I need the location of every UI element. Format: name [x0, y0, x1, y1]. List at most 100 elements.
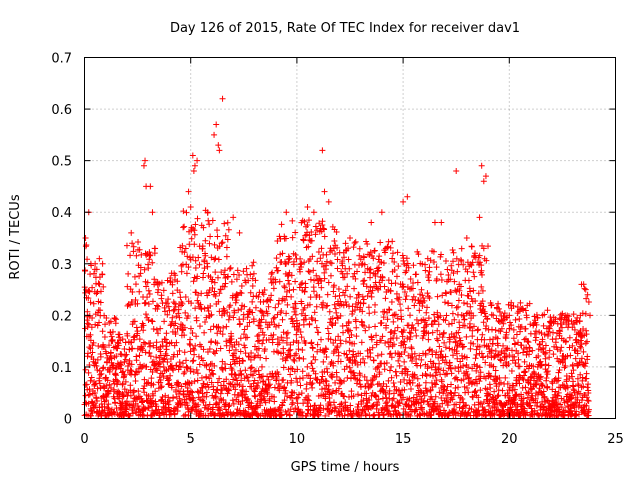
data-point [146, 350, 153, 357]
data-point [517, 299, 524, 306]
data-point [504, 390, 511, 397]
data-point [350, 393, 357, 400]
data-point [423, 321, 430, 328]
data-point [334, 244, 341, 251]
data-point [515, 350, 522, 357]
data-point [187, 366, 194, 373]
data-point [331, 301, 338, 308]
data-point [554, 355, 561, 362]
data-point [131, 404, 138, 411]
data-point [352, 318, 359, 325]
data-point [570, 311, 577, 318]
data-point [439, 400, 446, 407]
data-point [368, 293, 375, 300]
data-point [154, 367, 161, 374]
data-point [421, 392, 428, 399]
data-point [533, 311, 540, 318]
data-point [133, 357, 140, 364]
data-point [365, 384, 372, 391]
data-point [527, 402, 534, 409]
data-point [375, 286, 382, 293]
data-point [150, 381, 157, 388]
data-point [238, 283, 245, 290]
data-point [402, 296, 409, 303]
data-point [181, 249, 188, 256]
data-point [413, 271, 420, 278]
data-point [183, 209, 190, 216]
data-point [205, 289, 212, 296]
data-point [233, 276, 240, 283]
data-point [436, 403, 443, 410]
data-point [382, 340, 389, 347]
data-point [530, 363, 537, 370]
data-point [434, 293, 441, 300]
data-point [205, 384, 212, 391]
data-point [116, 361, 123, 368]
data-point [283, 288, 290, 295]
data-point [554, 405, 561, 412]
data-point [106, 342, 113, 349]
data-point [290, 304, 297, 311]
data-point [555, 375, 562, 382]
data-point [184, 253, 191, 260]
data-point [147, 252, 154, 259]
data-point [358, 400, 365, 407]
data-point [154, 330, 161, 337]
data-point [387, 339, 394, 346]
data-point [577, 344, 584, 351]
data-point [411, 371, 418, 378]
data-point [416, 307, 423, 314]
data-point [250, 293, 257, 300]
data-point [435, 366, 442, 373]
data-point [539, 336, 546, 343]
data-point [436, 331, 443, 338]
data-point [127, 392, 134, 399]
data-point [141, 376, 148, 383]
data-point [238, 306, 245, 313]
data-point [159, 393, 166, 400]
data-point [87, 299, 94, 306]
data-point [390, 318, 397, 325]
data-point [154, 281, 161, 288]
data-point [492, 348, 499, 355]
data-point [478, 350, 485, 357]
data-point [427, 257, 434, 264]
data-point [460, 312, 467, 319]
data-point [190, 225, 197, 232]
data-point [318, 336, 325, 343]
data-point [119, 380, 126, 387]
data-point [557, 347, 564, 354]
data-point [552, 388, 559, 395]
data-point [436, 360, 443, 367]
data-point [394, 249, 401, 256]
data-point [137, 270, 144, 277]
data-point [450, 333, 457, 340]
data-point [356, 245, 363, 252]
data-point [206, 375, 213, 382]
data-point [299, 368, 306, 375]
data-point [187, 348, 194, 355]
data-point [409, 353, 416, 360]
data-point [290, 286, 297, 293]
data-point [202, 252, 209, 259]
data-point [272, 323, 279, 330]
data-point [91, 389, 98, 396]
data-point [441, 299, 448, 306]
data-point [142, 311, 149, 318]
data-point [201, 329, 208, 336]
data-point [128, 368, 135, 375]
data-point [328, 408, 335, 415]
data-point [93, 397, 100, 404]
data-point [423, 309, 430, 316]
data-point [217, 390, 224, 397]
data-point [480, 306, 487, 313]
data-point [555, 389, 562, 396]
data-point [93, 266, 100, 273]
data-point [417, 399, 424, 406]
data-point [306, 268, 313, 275]
data-point [164, 311, 171, 318]
data-point [461, 316, 468, 323]
data-point [136, 288, 143, 295]
data-point [418, 286, 425, 293]
data-point [442, 353, 449, 360]
